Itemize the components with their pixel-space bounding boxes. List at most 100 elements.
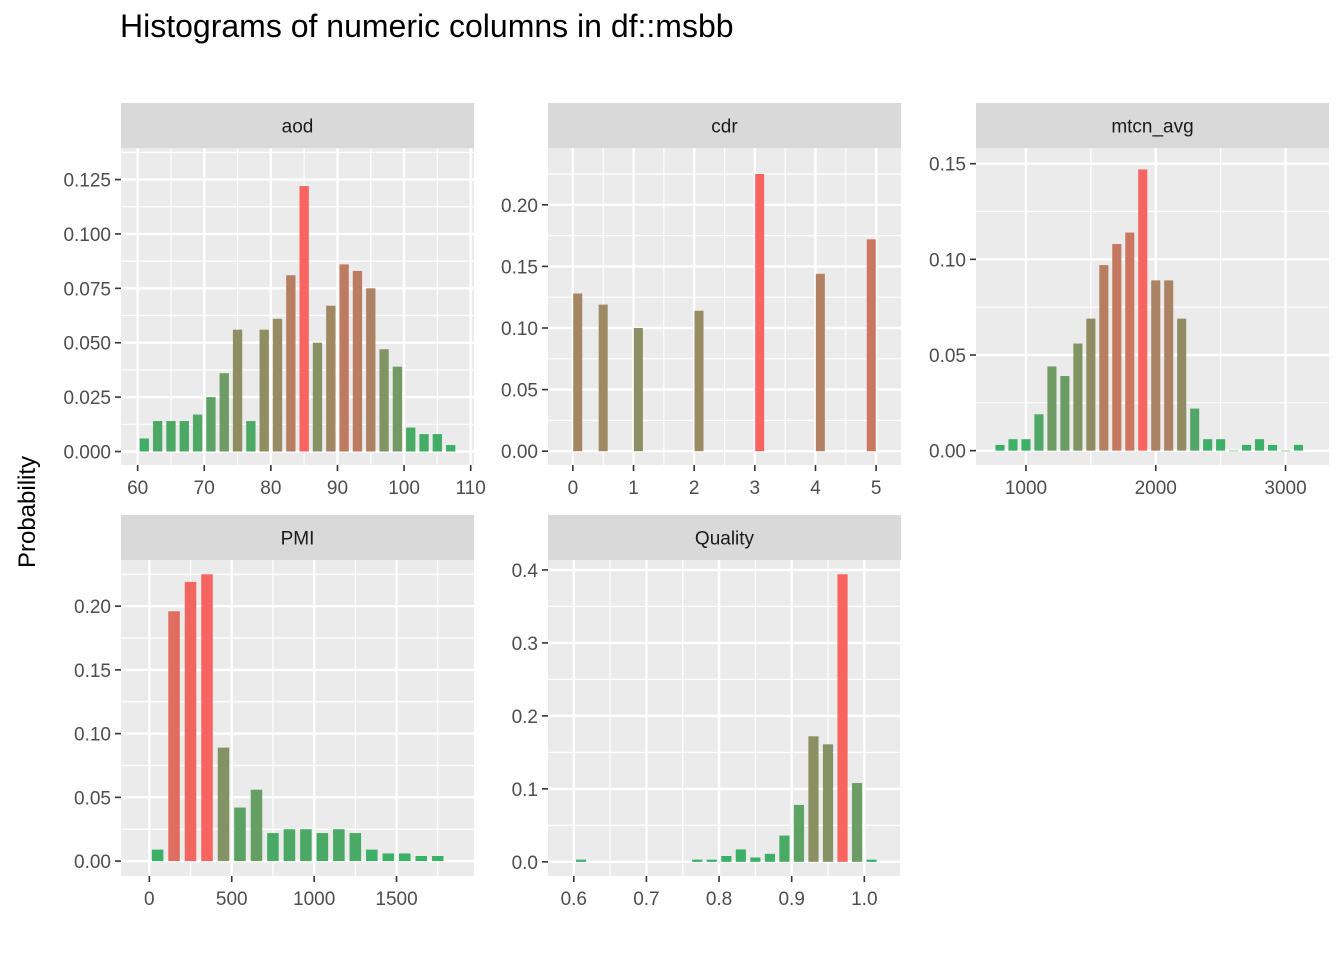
histogram-bar [1242, 444, 1252, 451]
y-tick-label: 0.00 [501, 442, 538, 463]
histogram-bar [217, 747, 230, 862]
x-tick-label: 2000 [1135, 478, 1177, 499]
histogram-bar [1229, 450, 1239, 452]
x-tick-label: 500 [216, 889, 248, 910]
y-tick-label: 0.05 [929, 346, 966, 367]
x-tick-label: 80 [260, 478, 281, 499]
y-tick-label: 0.15 [929, 155, 966, 176]
histogram-bar [333, 829, 345, 862]
histogram-bar [1047, 366, 1057, 451]
histogram-bar [822, 744, 834, 862]
histogram-bar [633, 327, 643, 452]
facet-strip-label: Quality [695, 529, 755, 550]
histogram-bar [250, 789, 263, 862]
facet-strip [121, 515, 474, 560]
histogram-bar [316, 833, 329, 862]
y-tick-label: 0.10 [501, 319, 538, 340]
x-tick-label: 3 [750, 478, 761, 499]
y-tick-label: 0.20 [74, 597, 111, 618]
x-tick-label: 5 [871, 478, 882, 499]
histogram-bar [432, 434, 443, 452]
y-tick-label: 0.00 [929, 442, 966, 463]
histogram-bar [1280, 450, 1291, 452]
histogram-bar [246, 421, 256, 452]
histogram-bar [837, 574, 848, 862]
histogram-bar [431, 855, 444, 862]
y-tick-label: 0.025 [63, 388, 111, 409]
histogram-bar [1060, 376, 1070, 451]
x-tick-label: 4 [810, 478, 821, 499]
histogram-bar [419, 434, 429, 452]
y-tick-label: 0.10 [929, 250, 966, 271]
y-tick-label: 0.10 [74, 725, 111, 746]
y-tick-label: 0.05 [501, 381, 538, 402]
facet-strip [548, 515, 901, 560]
histogram-bar [750, 857, 761, 862]
x-tick-label: 0 [568, 478, 579, 499]
histogram-bar [1190, 408, 1200, 451]
y-tick-label: 0.15 [74, 661, 111, 682]
histogram-bar [259, 329, 269, 452]
histogram-bar [866, 859, 877, 862]
y-tick-label: 0.125 [63, 171, 111, 192]
x-tick-label: 0.8 [706, 889, 732, 910]
histogram-bar [201, 574, 213, 862]
x-tick-label: 1000 [1005, 478, 1047, 499]
histogram-bar [692, 859, 703, 862]
y-tick-label: 0.0 [512, 853, 538, 874]
x-tick-label: 3000 [1264, 478, 1306, 499]
x-tick-label: 110 [456, 478, 486, 499]
histogram-bar [779, 835, 790, 862]
histogram-bar [232, 329, 243, 452]
histogram-bar [192, 414, 203, 452]
x-tick-label: 2 [689, 478, 700, 499]
histogram-bar [1255, 439, 1265, 451]
y-tick-label: 0.4 [512, 561, 539, 582]
histogram-bar [1112, 244, 1122, 451]
histogram-bar [366, 288, 376, 452]
histogram-bar [575, 859, 587, 862]
panel-background [121, 148, 474, 465]
histogram-bar [1086, 318, 1096, 451]
facet-panel-aod: aod 60 70 80 90 100 110 0.000 0.025 0.050 0.075 0.1… [63, 103, 486, 499]
histogram-bar [300, 829, 312, 862]
histogram-bar [152, 421, 163, 452]
y-tick-label: 0.00 [74, 852, 111, 873]
facet-panel-cdr: cdr 0 1 2 3 4 5 0.00 0.05 0.10 0.15 0.20 [501, 103, 901, 499]
histogram-bar [299, 186, 309, 452]
y-tick-label: 0.3 [512, 634, 538, 655]
panel-background [548, 560, 901, 876]
histogram-bar [1293, 444, 1304, 451]
y-tick-label: 0.075 [63, 279, 111, 300]
x-tick-label: 100 [388, 478, 420, 499]
histogram-bar [793, 804, 805, 862]
histogram-bar [1125, 232, 1135, 451]
histogram-bar [184, 581, 197, 862]
histogram-bar [139, 438, 149, 452]
histogram-bar [1268, 444, 1278, 451]
histogram-bar [815, 273, 825, 452]
y-tick-label: 0.15 [501, 257, 538, 278]
histogram-bar [1008, 439, 1018, 451]
histogram-bar [764, 853, 775, 862]
histogram-bar [312, 342, 323, 452]
y-tick-label: 0.100 [63, 225, 111, 246]
facet-panel-mtcn_avg: mtcn_avg 1000 2000 3000 0.00 0.05 0.10 0.15 [929, 103, 1329, 499]
page-title: Histograms of numeric columns in df::msb… [120, 8, 734, 44]
histogram-bar [598, 304, 608, 452]
x-tick-label: 90 [327, 478, 348, 499]
y-tick-label: 0.1 [512, 780, 538, 801]
histogram-bar [151, 849, 164, 862]
histogram-bar [352, 270, 363, 452]
histogram-bar [283, 829, 296, 862]
facet-strip-label: cdr [711, 117, 738, 138]
histogram-bar [179, 421, 189, 452]
facet-strip [976, 103, 1329, 148]
histogram-bar [168, 611, 180, 862]
histogram-bar [1216, 439, 1226, 451]
facet-strip [121, 103, 474, 148]
histogram-bar [573, 293, 583, 452]
histogram-bar [1177, 318, 1187, 451]
y-axis-label: Probability [14, 456, 41, 568]
